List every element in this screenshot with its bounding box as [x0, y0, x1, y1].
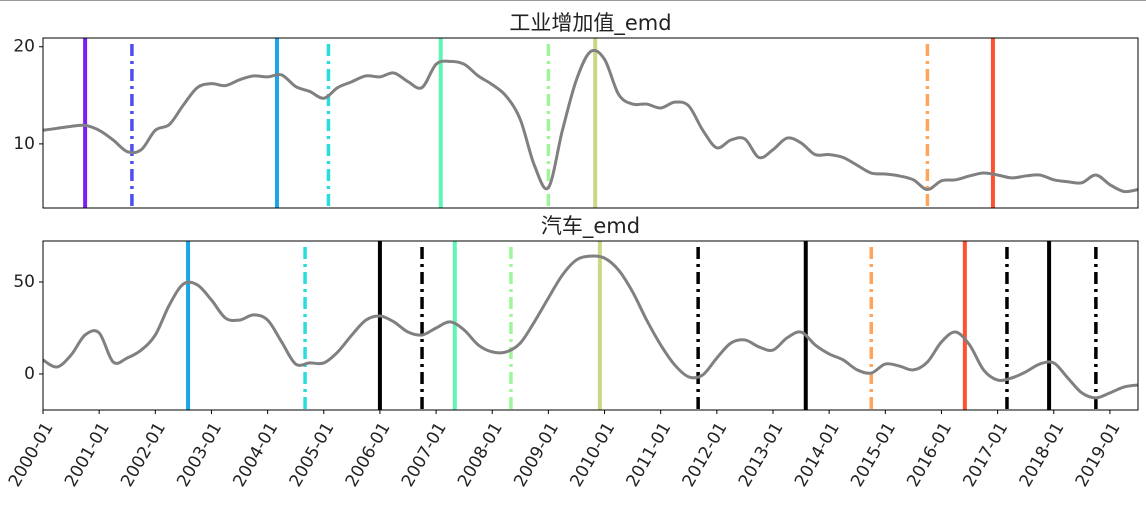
y-tick-label: 20 — [13, 37, 35, 57]
x-tick-label: 2010-01 — [566, 419, 619, 491]
x-tick-label: 2000-01 — [5, 419, 58, 491]
x-tick-label: 2014-01 — [791, 419, 844, 491]
y-tick-label: 0 — [24, 364, 35, 384]
x-tick-label: 2007-01 — [398, 419, 451, 491]
chart-title: 汽车_emd — [541, 214, 640, 239]
x-tick-label: 2004-01 — [229, 419, 282, 491]
x-tick-label: 2008-01 — [454, 419, 507, 491]
x-tick-label: 2017-01 — [959, 419, 1012, 491]
plot-area — [43, 38, 1138, 208]
axes-frame — [42, 37, 1139, 209]
x-tick-label: 2019-01 — [1072, 419, 1125, 491]
x-tick-label: 2011-01 — [623, 419, 676, 491]
x-tick-label: 2002-01 — [117, 419, 170, 491]
x-tick-label: 2003-01 — [173, 419, 226, 491]
line-series — [43, 254, 1138, 400]
x-tick-label: 2012-01 — [679, 419, 732, 491]
line-series — [43, 48, 1138, 194]
x-tick-label: 2013-01 — [735, 419, 788, 491]
x-tick-label: 2015-01 — [847, 419, 900, 491]
x-tick-label: 2006-01 — [342, 419, 395, 491]
x-tick-label: 2018-01 — [1016, 419, 1069, 491]
x-tick-label: 2016-01 — [903, 419, 956, 491]
axes-frame — [42, 240, 1139, 411]
y-tick-label: 50 — [13, 272, 35, 292]
chart-title: 工业增加值_emd — [509, 11, 671, 36]
x-tick-label: 2001-01 — [61, 419, 114, 491]
x-tick-label: 2005-01 — [286, 419, 339, 491]
x-tick-label: 2009-01 — [510, 419, 563, 491]
plot-area — [43, 241, 1138, 410]
y-tick-label: 10 — [13, 134, 35, 154]
